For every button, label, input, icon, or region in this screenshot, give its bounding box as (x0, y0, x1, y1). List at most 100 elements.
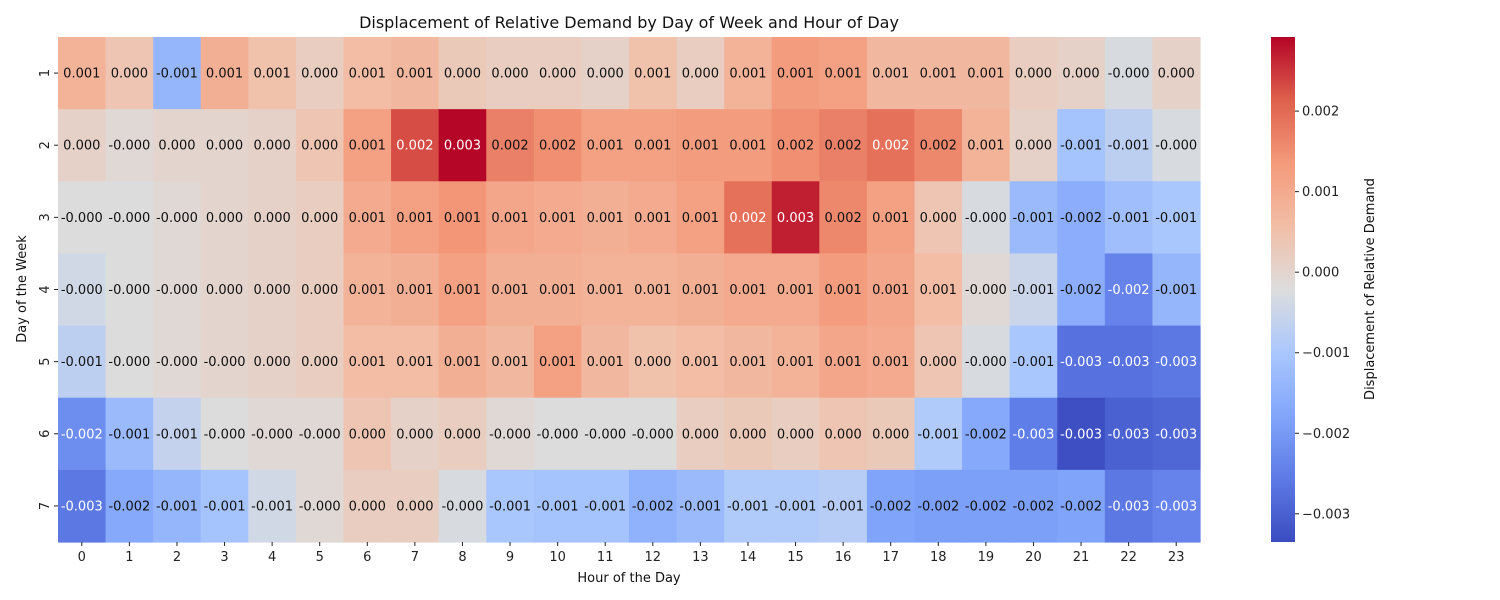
heatmap-cell (105, 253, 154, 327)
heatmap-cell (819, 469, 868, 543)
cell-label: -0.001 (679, 499, 721, 514)
y-tick-label: 1 (38, 69, 53, 77)
heatmap-cell (914, 109, 963, 182)
heatmap-cell (962, 109, 1011, 182)
cell-label: -0.001 (251, 499, 293, 514)
heatmap-cell (914, 397, 963, 471)
cell-label: -0.001 (1012, 283, 1054, 298)
cell-label: 0.001 (920, 283, 957, 298)
heatmap-cell (153, 469, 202, 543)
heatmap-cell (1104, 37, 1154, 110)
cell-label: 0.001 (634, 139, 671, 154)
cell-label: 0.001 (587, 139, 624, 154)
cell-label: -0.000 (965, 355, 1007, 370)
colorbar-tick-label: 0.002 (1302, 105, 1339, 120)
heatmap-cell (724, 325, 773, 399)
heatmap-cell (533, 109, 583, 182)
cell-label: -0.001 (1060, 139, 1102, 154)
cell-label: -0.000 (61, 211, 103, 226)
y-axis-title: Day of the Week (15, 235, 30, 343)
heatmap-cell (295, 37, 345, 110)
heatmap-cell (438, 37, 487, 110)
cell-label: 0.001 (729, 355, 766, 370)
heatmap-cell (58, 181, 107, 255)
x-tick-label: 7 (411, 550, 419, 565)
heatmap-cell (1057, 325, 1106, 399)
heatmap-cell (914, 181, 963, 255)
heatmap-cell (629, 109, 678, 182)
heatmap-cells: 0.001 0.000 -0.001 0.001 0.001 0.000 0.001 0.00… (58, 37, 1201, 543)
cell-label: 0.001 (444, 211, 481, 226)
heatmap-cell (1152, 325, 1201, 399)
heatmap-cell (200, 397, 249, 471)
cell-label: -0.003 (1108, 427, 1150, 442)
heatmap-cell (533, 37, 583, 110)
heatmap-cell (771, 37, 820, 110)
cell-label: 0.001 (729, 67, 766, 82)
heatmap-cell (58, 253, 107, 327)
cell-label: 0.001 (967, 139, 1004, 154)
cell-label: -0.003 (1108, 499, 1150, 514)
cell-label: 0.001 (920, 67, 957, 82)
cell-label: 0.000 (491, 67, 528, 82)
heatmap-cell (1152, 37, 1201, 110)
cell-label: -0.001 (727, 499, 769, 514)
cell-label: -0.001 (1155, 211, 1197, 226)
chart-title: Displacement of Relative Demand by Day o… (359, 13, 899, 32)
cell-label: 0.001 (63, 67, 100, 82)
cell-label: -0.003 (1060, 427, 1102, 442)
cell-label: 0.000 (444, 427, 481, 442)
heatmap-cell (295, 253, 345, 327)
heatmap-cell (1057, 37, 1106, 110)
heatmap-cell (153, 325, 202, 399)
heatmap-cell (1104, 253, 1154, 327)
heatmap-cell (581, 109, 630, 182)
cell-label: 0.001 (587, 355, 624, 370)
x-tick-label: 17 (882, 550, 899, 565)
heatmap-cell (200, 109, 249, 182)
heatmap-cell (866, 109, 916, 182)
cell-label: 0.001 (396, 211, 433, 226)
heatmap-cell (391, 397, 440, 471)
colorbar-tick-label: −0.001 (1302, 346, 1350, 361)
cell-label: -0.002 (917, 499, 959, 514)
cell-label: 0.002 (872, 139, 909, 154)
cell-label: 0.001 (777, 67, 814, 82)
cell-label: 0.001 (587, 211, 624, 226)
heatmap-cell (1009, 37, 1058, 110)
heatmap-cell (343, 325, 392, 399)
cell-label: -0.000 (441, 499, 483, 514)
heatmap-cell (724, 37, 773, 110)
cell-label: -0.000 (156, 355, 198, 370)
heatmap-cell (391, 325, 440, 399)
heatmap-cell (676, 469, 725, 543)
heatmap-cell (105, 325, 154, 399)
cell-label: 0.000 (634, 355, 671, 370)
cell-label: 0.000 (682, 67, 719, 82)
cell-label: -0.000 (108, 211, 150, 226)
cell-label: -0.001 (156, 499, 198, 514)
x-tick-label: 23 (1168, 550, 1185, 565)
heatmap-cell (724, 397, 773, 471)
heatmap-cell (105, 181, 154, 255)
heatmap-cell (438, 253, 487, 327)
cell-label: -0.000 (489, 427, 531, 442)
heatmap-cell (629, 37, 678, 110)
cell-label: 0.000 (301, 139, 338, 154)
cell-label: -0.000 (108, 283, 150, 298)
cell-label: -0.001 (108, 427, 150, 442)
heatmap-cell (676, 109, 725, 182)
cell-label: 0.000 (1158, 67, 1195, 82)
cell-label: 0.001 (825, 283, 862, 298)
cell-label: 0.000 (254, 283, 291, 298)
cell-label: -0.001 (1108, 139, 1150, 154)
heatmap-cell (391, 37, 440, 110)
x-tick-label: 16 (835, 550, 852, 565)
cell-label: -0.003 (1108, 355, 1150, 370)
heatmap-cell (533, 181, 583, 255)
cell-label: 0.001 (349, 139, 386, 154)
heatmap-cell (866, 181, 916, 255)
heatmap-cell (58, 109, 107, 182)
heatmap-cell (486, 469, 535, 543)
cell-label: 0.001 (349, 67, 386, 82)
